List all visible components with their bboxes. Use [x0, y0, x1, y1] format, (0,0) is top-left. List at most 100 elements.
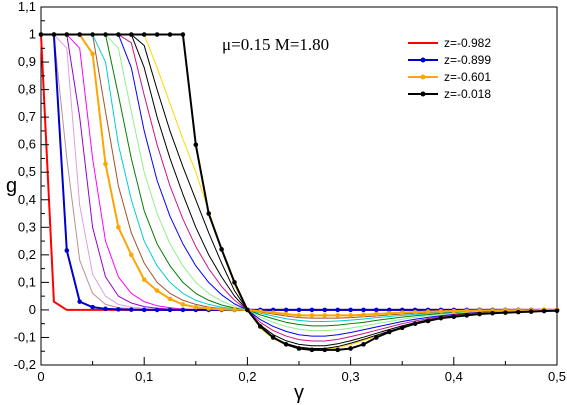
legend-marker	[420, 91, 426, 97]
series-point	[412, 321, 418, 326]
legend-label: z=-0.018	[444, 87, 491, 101]
series-point	[232, 307, 237, 312]
series-point	[258, 309, 263, 314]
series-point	[154, 288, 160, 293]
series-point	[283, 342, 289, 347]
series-point	[374, 335, 379, 340]
series-point	[270, 310, 276, 315]
series-point	[335, 347, 341, 353]
series-point	[503, 310, 508, 315]
series-point	[387, 329, 392, 335]
series-point	[322, 313, 328, 318]
x-tick-label: 0,3	[342, 369, 360, 384]
y-tick-label: -0,1	[14, 329, 36, 344]
series-point	[270, 335, 276, 340]
series-point	[90, 304, 95, 310]
y-tick-label: 0,3	[18, 219, 36, 234]
axis-ticks-group: 0 0,1 0,2 0,3 0,4 0,5 -0,2 -0,1 0 0,1 0,2 0,3 0,4 0,5…	[14, 0, 566, 384]
series-point	[348, 307, 353, 313]
plot-series-group	[38, 32, 560, 353]
y-tick-label: 0,9	[18, 54, 36, 69]
legend-marker	[420, 74, 426, 80]
series-point	[425, 309, 431, 314]
series-point	[348, 313, 353, 318]
series-point	[167, 296, 173, 302]
series-point	[141, 277, 147, 282]
y-tick-label: 0,5	[18, 164, 36, 179]
series-point	[516, 309, 521, 315]
series-point	[51, 32, 57, 37]
series-point	[129, 252, 134, 258]
series-point	[477, 311, 482, 317]
series-point	[438, 315, 444, 321]
series-point	[245, 307, 250, 313]
series-point	[361, 307, 366, 313]
series-point	[180, 307, 186, 313]
series-point	[335, 313, 341, 318]
series-point	[129, 32, 134, 37]
series-point	[425, 318, 431, 324]
y-tick-label: 0,6	[18, 137, 36, 152]
y-tick-label: 0,1	[18, 274, 36, 289]
series-point	[348, 346, 353, 351]
series-point	[309, 313, 315, 318]
series-point	[180, 32, 186, 37]
series-point	[541, 308, 547, 314]
series-point	[206, 211, 211, 216]
x-tick-label: 0,4	[445, 369, 463, 384]
series-point	[399, 325, 405, 331]
series-point	[451, 308, 457, 314]
series-point	[412, 309, 418, 315]
legend-label: z=-0.982	[444, 36, 491, 50]
x-tick-label: 0,5	[548, 369, 566, 384]
series-point	[296, 313, 302, 318]
series-point	[77, 299, 82, 304]
series-point	[167, 307, 173, 313]
series-point	[399, 310, 405, 315]
series-point	[141, 32, 147, 37]
series-point	[464, 308, 470, 314]
series-point	[451, 314, 457, 320]
series-point	[219, 307, 224, 312]
y-tick-label: 0,8	[18, 82, 36, 97]
series-point	[116, 32, 121, 37]
series-point	[64, 32, 70, 37]
y-tick-label: 1	[29, 27, 36, 42]
series-point	[232, 280, 237, 285]
series-point	[90, 51, 95, 57]
x-tick-label: 0	[37, 369, 44, 384]
series-point	[554, 308, 560, 314]
series-point	[322, 307, 328, 313]
y-tick-label: 0,4	[18, 192, 36, 207]
series-point	[154, 32, 160, 37]
series-point	[193, 142, 199, 147]
x-tick-label: 0,2	[238, 369, 256, 384]
series-point	[322, 347, 328, 353]
series-point	[296, 307, 302, 313]
series-point	[361, 312, 366, 318]
series-point	[103, 161, 108, 167]
legend-label: z=-0.601	[444, 70, 491, 84]
series-point	[361, 342, 366, 347]
series-point	[374, 307, 379, 313]
y-tick-label: 1,1	[18, 0, 36, 14]
series-point	[116, 307, 121, 312]
series-point	[258, 324, 263, 329]
series-point	[206, 306, 211, 311]
series-point	[90, 32, 95, 37]
series-point	[219, 247, 224, 252]
series-point	[180, 302, 186, 307]
y-tick-label: 0,7	[18, 109, 36, 124]
series-point	[103, 306, 108, 312]
legend-marker	[420, 57, 426, 63]
series-point	[309, 307, 315, 313]
series-point	[283, 311, 289, 317]
annotation-text: μ=0.15 M=1.80	[222, 35, 329, 54]
series-point	[141, 307, 147, 313]
y-axis-label: g	[6, 175, 17, 197]
y-tick-label: 0	[29, 302, 36, 317]
series-point	[464, 313, 470, 318]
series-point	[129, 307, 134, 312]
series-point	[64, 248, 70, 253]
series-point	[528, 309, 534, 314]
